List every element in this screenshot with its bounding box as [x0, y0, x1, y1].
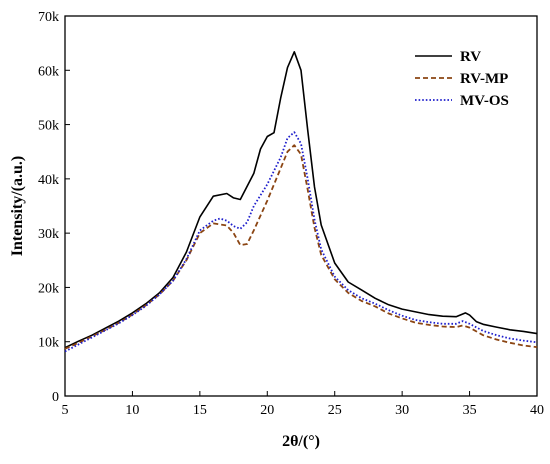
x-tick-label: 30	[395, 403, 409, 418]
legend-label: MV-OS	[460, 93, 509, 109]
y-tick-label: 10k	[38, 336, 59, 351]
series-line-rv-mp	[64, 144, 538, 350]
y-axis-label: Intensity/(a.u.)	[9, 156, 26, 256]
y-tick-label: 40k	[38, 173, 59, 188]
y-tick-label: 0	[52, 390, 59, 405]
y-tick-label: 30k	[38, 227, 59, 242]
x-axis-ticks: 5 10 15 20 25 30 35 40	[62, 391, 544, 418]
x-tick-label: 20	[260, 403, 274, 418]
x-tick-label: 5	[62, 403, 69, 418]
x-axis-label: 2θ/(°)	[282, 433, 320, 450]
series-layer	[64, 51, 538, 353]
legend: RV RV-MP MV-OS	[415, 49, 509, 109]
y-tick-label: 50k	[38, 119, 59, 134]
x-tick-label: 10	[125, 403, 139, 418]
x-tick-label: 40	[530, 403, 544, 418]
legend-label: RV	[460, 49, 481, 65]
x-tick-label: 25	[328, 403, 342, 418]
series-line-mv-os	[64, 131, 538, 353]
x-tick-label: 15	[193, 403, 207, 418]
y-tick-label: 70k	[38, 10, 59, 25]
legend-label: RV-MP	[460, 71, 508, 87]
y-axis-ticks: 0 10k 20k 30k 40k 50k 60k 70k	[38, 10, 70, 405]
series-line-rv	[64, 51, 538, 349]
x-tick-label: 35	[463, 403, 477, 418]
y-tick-label: 20k	[38, 281, 59, 296]
y-tick-label: 60k	[38, 64, 59, 79]
plot-frame	[64, 15, 538, 397]
